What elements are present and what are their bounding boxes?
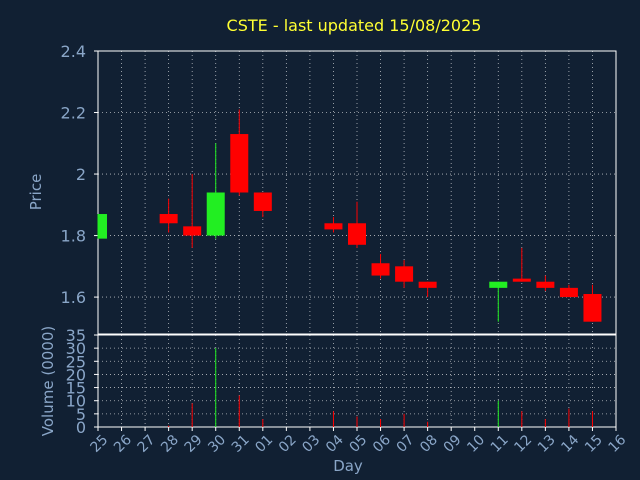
candle-body [324,223,343,230]
candle-body [98,214,107,239]
price-panel: 1.6 1.8 2 2.2 2.4 [61,42,617,335]
price-tick-label: 1.6 [61,288,86,307]
volume-tick-label: 15 [66,379,86,398]
candle-body [206,192,225,236]
candle-body [230,134,249,193]
volume-tick-label: 20 [66,365,86,384]
price-tick-label: 1.8 [61,227,86,246]
candle-body [183,226,202,236]
volume-tick-label: 0 [76,418,86,437]
chart-title: CSTE - last updated 15/08/2025 [227,16,482,35]
x-axis-label: Day [333,457,363,475]
price-axis-label: Price [27,174,45,211]
price-tick-label: 2 [76,165,86,184]
candle-body [512,278,531,282]
volume-tick-label: 30 [66,339,86,358]
candle-body [559,287,578,298]
candle-body [371,263,390,276]
candle-body [395,266,414,282]
price-tick-label: 2.4 [61,42,86,61]
volume-tick-label: 35 [66,326,86,345]
candle-body [348,223,366,245]
volume-axis-label: Volume (0000) [39,326,57,436]
candle-body [489,281,508,288]
volume-tick-label: 25 [66,352,86,371]
candle-body [418,281,437,288]
price-tick-label: 2.2 [61,104,86,123]
candle-body [253,192,272,211]
candle-body [536,281,555,288]
candle-body [159,214,178,224]
candle-body [583,294,602,322]
volume-tick-label: 10 [66,392,86,411]
volume-tick-label: 5 [76,405,86,424]
